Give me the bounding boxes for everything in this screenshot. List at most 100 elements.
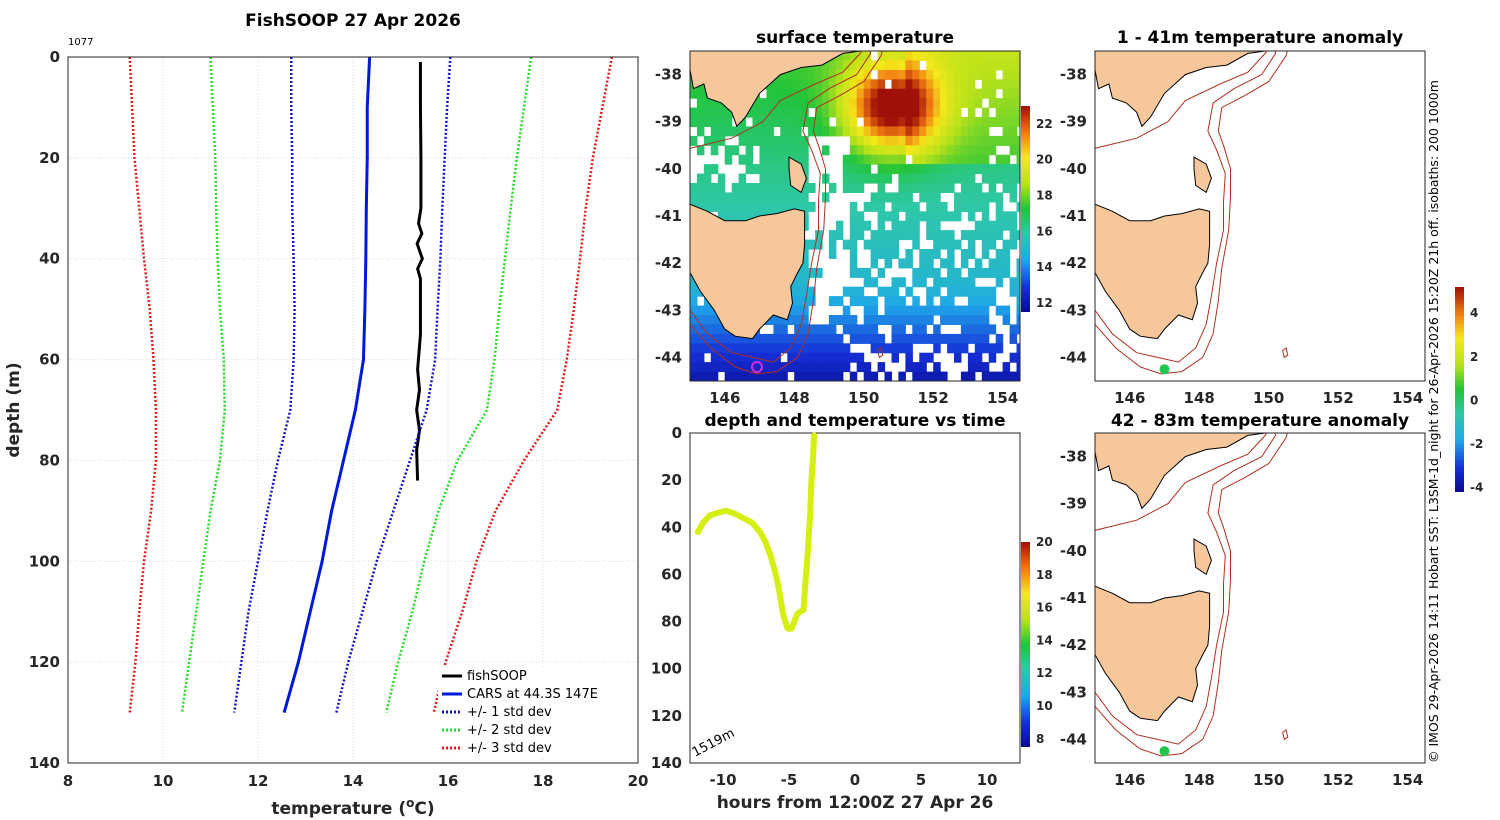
sst-cell: [794, 98, 802, 109]
sst-cell: [912, 239, 920, 250]
sst-cell: [703, 305, 712, 316]
sst-cell: [933, 69, 941, 80]
sst-cell: [690, 343, 698, 354]
sst-cell: [877, 69, 886, 80]
sst-cell: [856, 211, 865, 222]
sst-cell: [703, 343, 712, 354]
sst-cell: [926, 258, 934, 269]
sst-cell: [988, 192, 997, 203]
sst-cell: [710, 107, 719, 118]
sst-cell: [891, 51, 899, 61]
sst-cell: [815, 98, 823, 109]
sst-cell: [759, 173, 767, 184]
sst-cell: [891, 79, 899, 90]
sst-cell: [967, 79, 976, 90]
sst-cell: [808, 183, 816, 193]
sst-cell: [926, 51, 934, 61]
sst-cell: [773, 88, 781, 99]
sst-cell: [974, 315, 983, 325]
sst-cell: [724, 211, 733, 222]
sst-cell: [696, 371, 705, 381]
sst-cell: [856, 324, 865, 335]
sst-cell: [995, 371, 1004, 381]
sst-cell: [801, 362, 809, 373]
sst-cell: [954, 154, 962, 165]
sst-cell: [849, 69, 858, 80]
sst-cell: [954, 239, 962, 250]
sst-cell: [815, 324, 823, 335]
sst-cell: [703, 324, 712, 335]
sst-cell: [974, 286, 983, 297]
sst-cell: [849, 324, 858, 335]
sst-cell: [794, 126, 802, 137]
sst-cell: [808, 324, 816, 335]
sst-cell: [703, 315, 712, 325]
sst-cell: [947, 296, 955, 307]
sst-cell: [773, 352, 781, 363]
sst-cell: [724, 371, 733, 381]
sst-cell: [815, 352, 823, 363]
map-ytick: -39: [1060, 113, 1087, 131]
sst-cell: [933, 135, 941, 146]
sst-colorbar: [1021, 106, 1030, 312]
sst-cell: [974, 201, 983, 212]
anom2-tick-labels: 146 148 150 152 154 -38 -39 -40 -41 -42 -43 -44: [1060, 448, 1423, 789]
profile-xlabel: temperature (oC): [271, 796, 434, 819]
sst-cell: [696, 305, 705, 316]
sst-cell: [933, 305, 941, 316]
sst-cell: [863, 51, 872, 61]
sst-cell: [947, 51, 955, 61]
landmass-flinders-island: [1193, 538, 1212, 576]
sst-cell: [919, 69, 927, 80]
sst-cell: [835, 371, 844, 381]
sst-cell: [912, 315, 920, 325]
sst-cell: [912, 220, 920, 231]
sst-cell: [808, 239, 816, 250]
isobath-200m: [1095, 433, 1277, 745]
sst-cell: [842, 60, 851, 71]
sst-cell: [960, 98, 969, 109]
sst-cell: [905, 173, 913, 184]
sst-cell: [780, 201, 788, 212]
sst-cell: [745, 371, 754, 381]
sst-vessel-marker: [751, 361, 763, 373]
sst-cell: [815, 69, 823, 80]
sst-cell: [710, 352, 719, 363]
sst-cell: [884, 296, 892, 307]
sst-cell: [933, 60, 941, 71]
sst-cell: [974, 192, 983, 203]
sst-cell: [967, 371, 976, 381]
sst-cell: [988, 164, 997, 175]
sst-cell: [905, 201, 913, 212]
sst-cell: [759, 145, 767, 156]
sst-cell: [926, 211, 934, 222]
sst-cell: [919, 126, 927, 137]
sst-cell: [967, 192, 976, 203]
sst-cell: [905, 305, 913, 316]
series--3-std-dev-upper: [432, 56, 614, 713]
sst-cell: [995, 249, 1004, 259]
sst-cell: [988, 343, 997, 354]
track-xtick: -10: [709, 771, 736, 789]
sst-cell: [912, 69, 920, 80]
sst-cell: [828, 249, 837, 259]
sst-cell: [801, 145, 809, 156]
landmass-flinders-island: [788, 156, 807, 194]
sst-cell: [926, 135, 934, 146]
sst-cell: [863, 324, 872, 335]
sst-cell: [780, 117, 788, 127]
sst-cell: [849, 154, 858, 165]
sst-cell: [974, 154, 983, 165]
landmass-tasmania: [1095, 203, 1211, 340]
sst-cell: [1009, 220, 1018, 231]
sst-cell: [780, 79, 788, 90]
sst-cell: [752, 333, 760, 344]
sst-cell: [856, 267, 865, 278]
sst-cell: [947, 173, 955, 184]
sst-cell: [960, 258, 969, 269]
sst-cell: [863, 98, 872, 109]
sst-cell: [808, 88, 816, 99]
map-xtick: 154: [1392, 389, 1423, 407]
sst-cell: [919, 79, 927, 90]
profile-xtick: 16: [438, 772, 459, 790]
